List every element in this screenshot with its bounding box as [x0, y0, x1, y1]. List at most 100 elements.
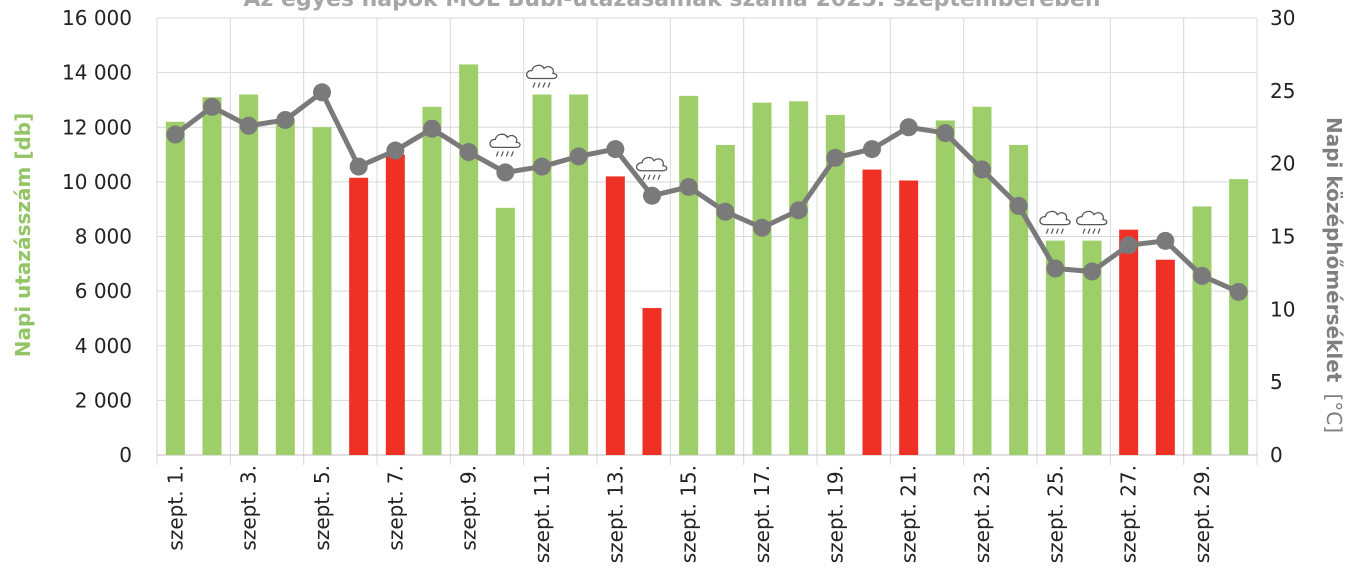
y-tick-label: 4 000: [75, 334, 132, 358]
rain-cloud-icon: [489, 133, 521, 157]
rain-drop: [652, 174, 656, 180]
temperature-point: [349, 157, 368, 176]
temperature-point: [643, 186, 661, 205]
y2-tick-label: 10: [1270, 297, 1295, 321]
y-tick-label: 16 000: [62, 6, 132, 30]
weekday-bar: [532, 94, 552, 455]
y-tick-label: 6 000: [75, 279, 132, 303]
rain-cloud-icon: [1075, 210, 1108, 234]
y-tick-label: 14 000: [62, 61, 132, 85]
temperature-point: [899, 118, 918, 137]
x-tick-label: szept. 27.: [1117, 465, 1141, 563]
weekend-bar: [349, 177, 369, 455]
y-tick-label: 2 000: [75, 388, 132, 412]
temperature-point: [679, 177, 698, 196]
weekend-bar: [385, 154, 405, 455]
rain-drop: [537, 82, 541, 88]
x-tick-label: szept. 17.: [750, 465, 774, 563]
rain-cloud-icon: [1039, 210, 1071, 234]
weekday-bar: [495, 207, 515, 455]
rain-drop: [1045, 228, 1049, 234]
rain-drop: [500, 151, 504, 157]
x-tick-label: szept. 1.: [163, 465, 187, 551]
rain-drop: [1097, 228, 1101, 234]
weekend-bar: [605, 176, 625, 455]
weekday-bar: [715, 145, 735, 456]
x-tick-label: szept. 15.: [677, 465, 701, 563]
rain-drop: [1055, 228, 1059, 234]
x-tick-label: szept. 7.: [383, 465, 407, 551]
temperature-point: [863, 140, 881, 159]
weekday-bar: [275, 119, 295, 456]
x-tick-label: szept. 11.: [530, 465, 554, 563]
rain-cloud-icon: [635, 156, 668, 180]
weekday-bar: [165, 121, 185, 455]
weekend-bar: [899, 180, 919, 455]
weekday-bar: [972, 106, 992, 455]
temperature-point: [1083, 262, 1101, 281]
cloud-shape: [635, 156, 668, 172]
temperature-point: [239, 116, 258, 135]
y2-tick-label: 30: [1270, 6, 1295, 30]
weekday-bar: [1045, 240, 1065, 455]
weekday-bar: [825, 114, 845, 455]
weekday-bar: [1229, 179, 1249, 456]
cloud-shape: [1075, 210, 1108, 226]
gridlines: [156, 17, 1258, 465]
x-axis-ticks: szept. 1. szept. 3. szept. 5. szept. 7. szep…: [163, 465, 1214, 563]
x-tick-label: szept. 21.: [897, 465, 921, 563]
temperature-point: [569, 147, 588, 166]
cloud-shape: [489, 133, 521, 149]
temperature-point: [166, 125, 185, 144]
rain-cloud-icon: [525, 64, 558, 88]
weekday-bar: [935, 120, 955, 455]
rain-drop: [532, 82, 536, 88]
rain-drop: [510, 151, 514, 157]
temperature-point: [203, 97, 221, 116]
x-tick-label: szept. 23.: [970, 465, 994, 563]
y2-tick-label: 5: [1270, 370, 1283, 394]
weekday-bar: [239, 94, 259, 455]
weekday-bar: [202, 97, 222, 456]
weekday-bar: [1192, 206, 1212, 455]
temperature-point: [459, 143, 478, 162]
left-axis-ticks: 0 2 000 4 000 6 000 8 000 10 000 12 000 14 000 1…: [62, 6, 132, 467]
weekend-bar: [1119, 229, 1139, 455]
temperature-point: [423, 119, 441, 138]
x-tick-label: szept. 5.: [310, 465, 334, 551]
right-axis-ticks: 0 5 10 15 20 25 30: [1270, 6, 1295, 467]
weekend-bar: [1155, 259, 1175, 455]
temperature-point: [496, 163, 515, 182]
temperature-point: [789, 201, 808, 220]
weekday-bar: [312, 127, 332, 455]
rain-drop: [495, 151, 499, 157]
rain-drop: [642, 174, 646, 180]
bar-series: [165, 64, 1249, 456]
chart-title: Az egyes napok MOL Bubi-utazásainak szám…: [243, 0, 1100, 12]
x-tick-label: szept. 25.: [1043, 465, 1067, 563]
temperature-point: [753, 218, 771, 237]
right-axis-label-text: Napi középhőmérséklet: [1322, 117, 1346, 383]
cloud-shape: [1039, 210, 1071, 226]
temperature-point: [826, 148, 845, 167]
y-tick-label: 10 000: [62, 170, 132, 194]
y2-tick-label: 25: [1270, 79, 1295, 103]
weekday-bar: [789, 101, 809, 455]
x-tick-label: szept. 13.: [603, 465, 627, 563]
y-tick-label: 12 000: [62, 115, 132, 139]
x-tick-label: szept. 19.: [823, 465, 847, 563]
cloud-shape: [525, 64, 558, 80]
x-tick-label: szept. 3.: [237, 465, 261, 551]
temperature-point: [1009, 196, 1028, 215]
weekday-bar: [752, 102, 772, 455]
temperature-point: [1119, 236, 1138, 255]
y-tick-label: 8 000: [75, 225, 132, 249]
weekday-bar: [569, 94, 589, 455]
temperature-point: [386, 141, 405, 160]
weekend-bar: [862, 169, 882, 455]
temperature-series: [166, 83, 1248, 301]
temperature-point: [1193, 266, 1211, 285]
rain-drop: [547, 82, 551, 88]
temperature-point: [606, 140, 625, 159]
